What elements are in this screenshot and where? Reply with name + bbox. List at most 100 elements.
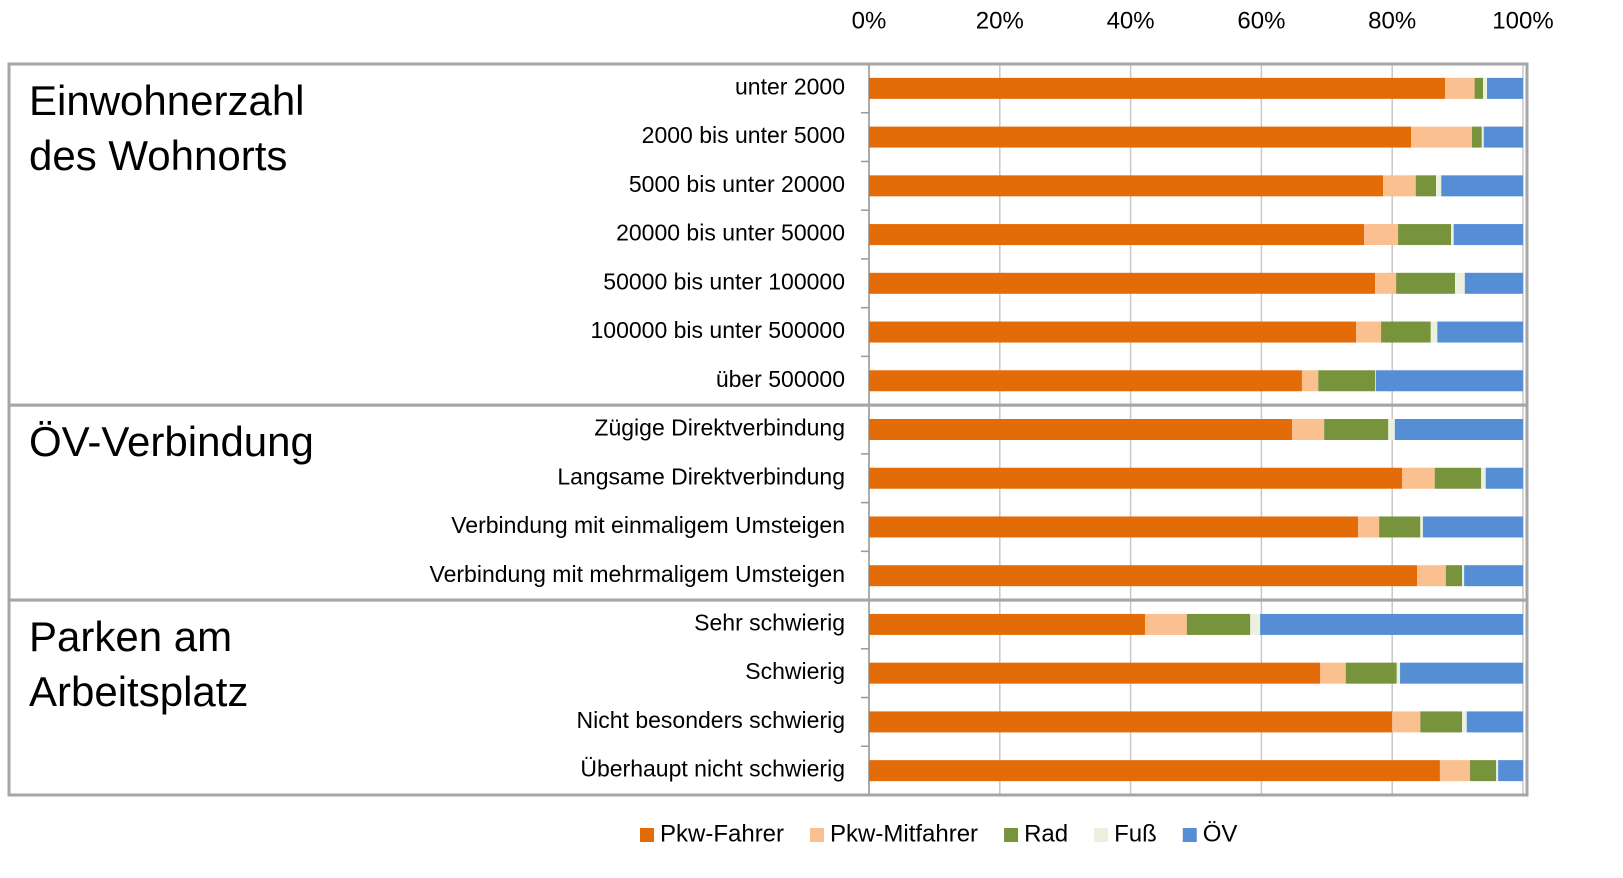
x-tick-label: 40%: [1107, 7, 1155, 34]
legend-swatch: [1182, 828, 1197, 842]
bar-segment: [1496, 760, 1499, 782]
bar-segment: [1388, 419, 1395, 440]
x-tick-label: 60%: [1237, 7, 1285, 34]
bar-segment: [1318, 370, 1376, 392]
bar-segment: [869, 760, 1440, 782]
group-label: Parken am: [29, 613, 232, 660]
bar-segment: [869, 419, 1293, 440]
x-tick-label: 100%: [1492, 7, 1553, 34]
legend-label: ÖV: [1203, 820, 1238, 847]
bar-segment: [1485, 467, 1523, 489]
legend-swatch: [1004, 828, 1019, 842]
bar-segment: [1301, 370, 1319, 392]
bar-segment: [1392, 711, 1421, 733]
bar-segment: [1411, 126, 1472, 148]
bar-segment: [1464, 272, 1523, 294]
x-tick-label: 0%: [852, 7, 887, 34]
bar-segment: [1436, 175, 1442, 197]
y-tick-label: 2000 bis unter 5000: [642, 122, 845, 148]
group-label: des Wohnorts: [29, 132, 287, 179]
y-tick-label: 5000 bis unter 20000: [629, 171, 845, 197]
bar-segment: [1415, 175, 1437, 197]
y-tick-label: Schwierig: [745, 658, 845, 684]
bar-segment: [1420, 711, 1463, 733]
y-tick-label: 20000 bis unter 50000: [616, 220, 845, 246]
group-label: ÖV-Verbindung: [29, 418, 314, 465]
bar-segment: [1358, 516, 1380, 538]
bar-segment: [1434, 467, 1482, 489]
bar-segment: [869, 662, 1321, 684]
bar-segment: [1186, 613, 1251, 635]
bar-segment: [1441, 175, 1523, 197]
bar-segment: [1398, 224, 1452, 246]
bar-segment: [1144, 613, 1187, 635]
legend-label: Rad: [1024, 820, 1068, 847]
group-label: Arbeitsplatz: [29, 668, 248, 715]
bar-segment: [1483, 126, 1523, 148]
bar-segment: [869, 467, 1403, 489]
bar-segment: [1379, 516, 1421, 538]
bar-segment: [869, 77, 1446, 99]
bar-segment: [869, 224, 1365, 246]
y-tick-label: 50000 bis unter 100000: [603, 268, 845, 294]
bar-segment: [1402, 467, 1435, 489]
bar-segment: [1445, 565, 1463, 587]
bar-segment: [1375, 272, 1397, 294]
bar-segment: [1422, 516, 1523, 538]
bar-segment: [1292, 419, 1325, 440]
bar-segment: [1483, 77, 1488, 99]
bar-segment: [1445, 77, 1475, 99]
legend-label: Fuß: [1114, 820, 1157, 847]
bar-segment: [1430, 321, 1438, 343]
x-tick-label: 20%: [976, 7, 1024, 34]
legend-label: Pkw-Fahrer: [660, 820, 784, 847]
bar-segment: [1260, 613, 1523, 635]
y-tick-label: Verbindung mit mehrmaligem Umsteigen: [430, 561, 845, 587]
bar-segment: [1320, 662, 1346, 684]
bar-segment: [869, 126, 1412, 148]
bar-segment: [1400, 662, 1523, 684]
bar-segment: [869, 321, 1357, 343]
bar-segment: [869, 565, 1418, 587]
legend-swatch: [1094, 828, 1109, 842]
legend-swatch: [810, 828, 825, 842]
bar-segment: [869, 516, 1359, 538]
y-tick-label: Zügige Direktverbindung: [594, 415, 845, 441]
bar-segment: [1464, 565, 1523, 587]
y-tick-label: Verbindung mit einmaligem Umsteigen: [451, 512, 845, 538]
x-tick-label: 80%: [1368, 7, 1416, 34]
legend-label: Pkw-Mitfahrer: [830, 820, 978, 847]
bar-segment: [1474, 77, 1484, 99]
bar-segment: [869, 175, 1384, 197]
bar-segment: [1439, 760, 1471, 782]
bar-segment: [1324, 419, 1389, 440]
bar-segment: [1250, 613, 1261, 635]
bar-segment: [1462, 711, 1467, 733]
bar-segment: [1481, 126, 1484, 148]
bar-segment: [1394, 419, 1523, 440]
bar-segment: [1498, 760, 1523, 782]
group-box: [7, 598, 1529, 797]
bar-segment: [1364, 224, 1399, 246]
bar-segment: [1417, 565, 1446, 587]
y-tick-label: über 500000: [716, 366, 845, 392]
y-tick-label: 100000 bis unter 500000: [591, 317, 846, 343]
y-tick-label: unter 2000: [735, 73, 845, 99]
bar-segment: [1396, 272, 1455, 294]
bar-segment: [1375, 370, 1376, 392]
bar-segment: [1451, 224, 1454, 246]
bar-segment: [1381, 321, 1431, 343]
bar-segment: [869, 711, 1393, 733]
bar-segment: [1470, 760, 1497, 782]
bar-segment: [1356, 321, 1382, 343]
bar-segment: [869, 272, 1376, 294]
y-tick-label: Sehr schwierig: [694, 610, 845, 636]
bar-segment: [1383, 175, 1416, 197]
bar-segment: [1462, 565, 1465, 587]
bar-segment: [869, 613, 1145, 635]
bar-segment: [1471, 126, 1482, 148]
bar-segment: [1481, 467, 1486, 489]
bar-segment: [1453, 224, 1523, 246]
bar-segment: [1375, 370, 1523, 392]
